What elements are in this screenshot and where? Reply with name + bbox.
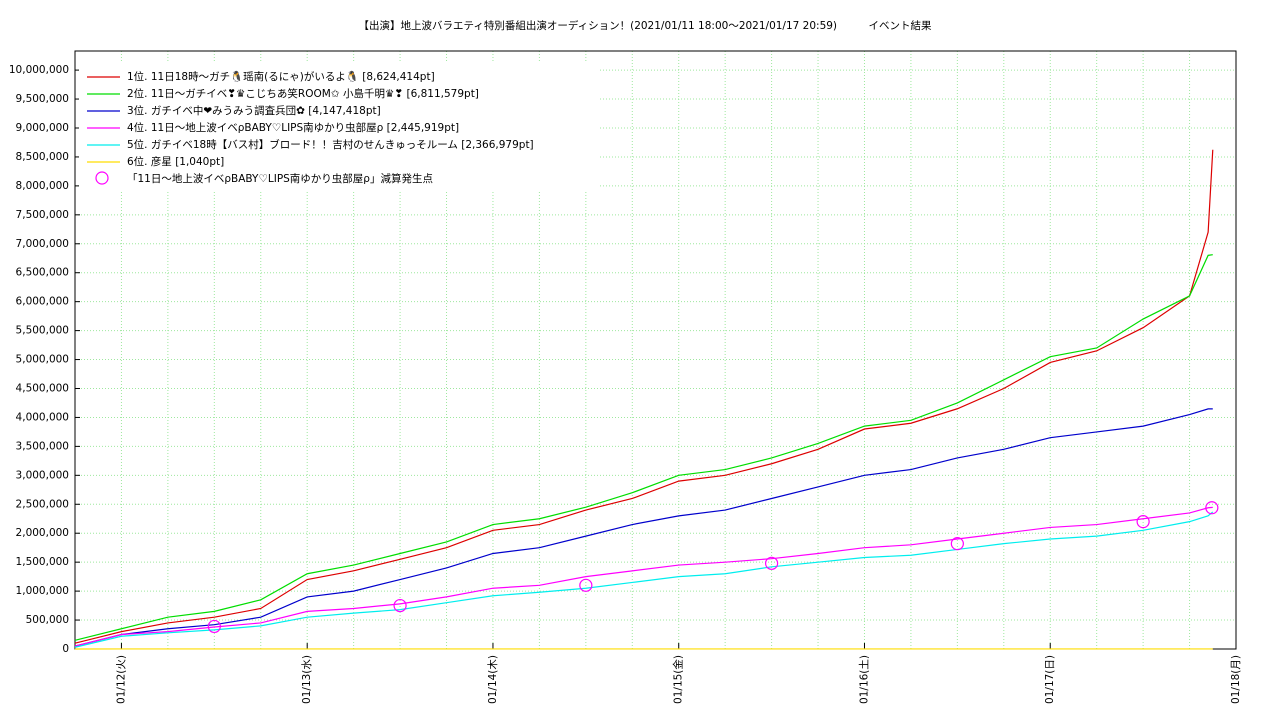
y-tick-label: 4,000,000 bbox=[16, 411, 69, 423]
chart-title: 【出演】地上波バラエティ特別番組出演オーディション！(2021/01/11 18… bbox=[358, 19, 932, 32]
y-tick-label: 5,500,000 bbox=[16, 325, 69, 337]
legend-label: 3位. ガチイベ中❤みうみう調査兵団✿ [4,147,418pt] bbox=[127, 104, 381, 117]
x-tick-label: 01/13(水) bbox=[301, 655, 313, 704]
y-tick-label: 8,000,000 bbox=[16, 180, 69, 192]
y-tick-label: 2,000,000 bbox=[16, 527, 69, 539]
y-tick-label: 7,500,000 bbox=[16, 209, 69, 221]
y-tick-label: 7,000,000 bbox=[16, 238, 69, 250]
series-line bbox=[74, 254, 1213, 641]
y-tick-label: 1,000,000 bbox=[16, 585, 69, 597]
x-tick-label: 01/15(金) bbox=[672, 655, 685, 704]
x-tick-label: 01/12(火) bbox=[115, 655, 127, 704]
legend-label: 1位. 11日18時〜ガチ🐧瑶南(るにゃ)がいるよ🐧 [8,624,414pt] bbox=[127, 70, 435, 83]
legend-label: 「11日〜地上波イベρBABY♡LIPS南ゆかり虫部屋ρ」減算発生点 bbox=[127, 172, 433, 185]
y-tick-label: 9,500,000 bbox=[16, 93, 69, 105]
y-tick-label: 9,000,000 bbox=[16, 122, 69, 134]
marker bbox=[1205, 501, 1219, 515]
y-tick-label: 1,500,000 bbox=[16, 556, 69, 568]
series-line bbox=[74, 408, 1213, 647]
y-tick-label: 0 bbox=[62, 643, 69, 655]
legend-label: 2位. 11日〜ガチイベ❣♛こじちあ笑ROOM✩ 小島千明♛❣ [6,811,5… bbox=[127, 87, 479, 100]
x-tick-label: 01/16(土) bbox=[857, 655, 870, 704]
marker bbox=[579, 578, 593, 592]
legend-label: 4位. 11日〜地上波イベρBABY♡LIPS南ゆかり虫部屋ρ [2,445,9… bbox=[127, 121, 459, 134]
y-tick-label: 500,000 bbox=[26, 614, 69, 626]
series-line bbox=[74, 149, 1214, 644]
y-tick-label: 3,000,000 bbox=[16, 469, 69, 481]
marker bbox=[764, 556, 779, 570]
y-tick-label: 6,000,000 bbox=[16, 296, 69, 308]
x-tick-label: 01/17(日) bbox=[1044, 655, 1056, 704]
y-tick-label: 2,500,000 bbox=[16, 498, 69, 510]
y-tick-label: 6,500,000 bbox=[16, 267, 69, 279]
x-tick-label: 01/18(月) bbox=[1230, 655, 1242, 704]
marker bbox=[1136, 515, 1150, 529]
y-tick-label: 4,500,000 bbox=[16, 382, 69, 394]
legend-box bbox=[79, 62, 599, 190]
y-tick-label: 3,500,000 bbox=[16, 440, 69, 452]
legend-label: 6位. 彦星 [1,040pt] bbox=[127, 155, 224, 168]
y-tick-label: 5,000,000 bbox=[16, 354, 69, 366]
legend-label: 5位. ガチイベ18時【バス村】ブロード！！吉村のせんきゅっそルーム [2,36… bbox=[127, 138, 534, 151]
marker bbox=[207, 619, 221, 634]
marker bbox=[393, 598, 407, 613]
legend-swatch bbox=[95, 171, 109, 185]
y-tick-label: 10,000,000 bbox=[9, 64, 69, 76]
series-line bbox=[74, 506, 1213, 647]
x-tick-label: 01/14(木) bbox=[487, 655, 499, 704]
series-line bbox=[74, 511, 1214, 648]
legend: 1位. 11日18時〜ガチ🐧瑶南(るにゃ)がいるよ🐧 [8,624,414pt]… bbox=[79, 62, 599, 190]
marker bbox=[950, 537, 964, 551]
y-tick-label: 8,500,000 bbox=[16, 151, 69, 163]
